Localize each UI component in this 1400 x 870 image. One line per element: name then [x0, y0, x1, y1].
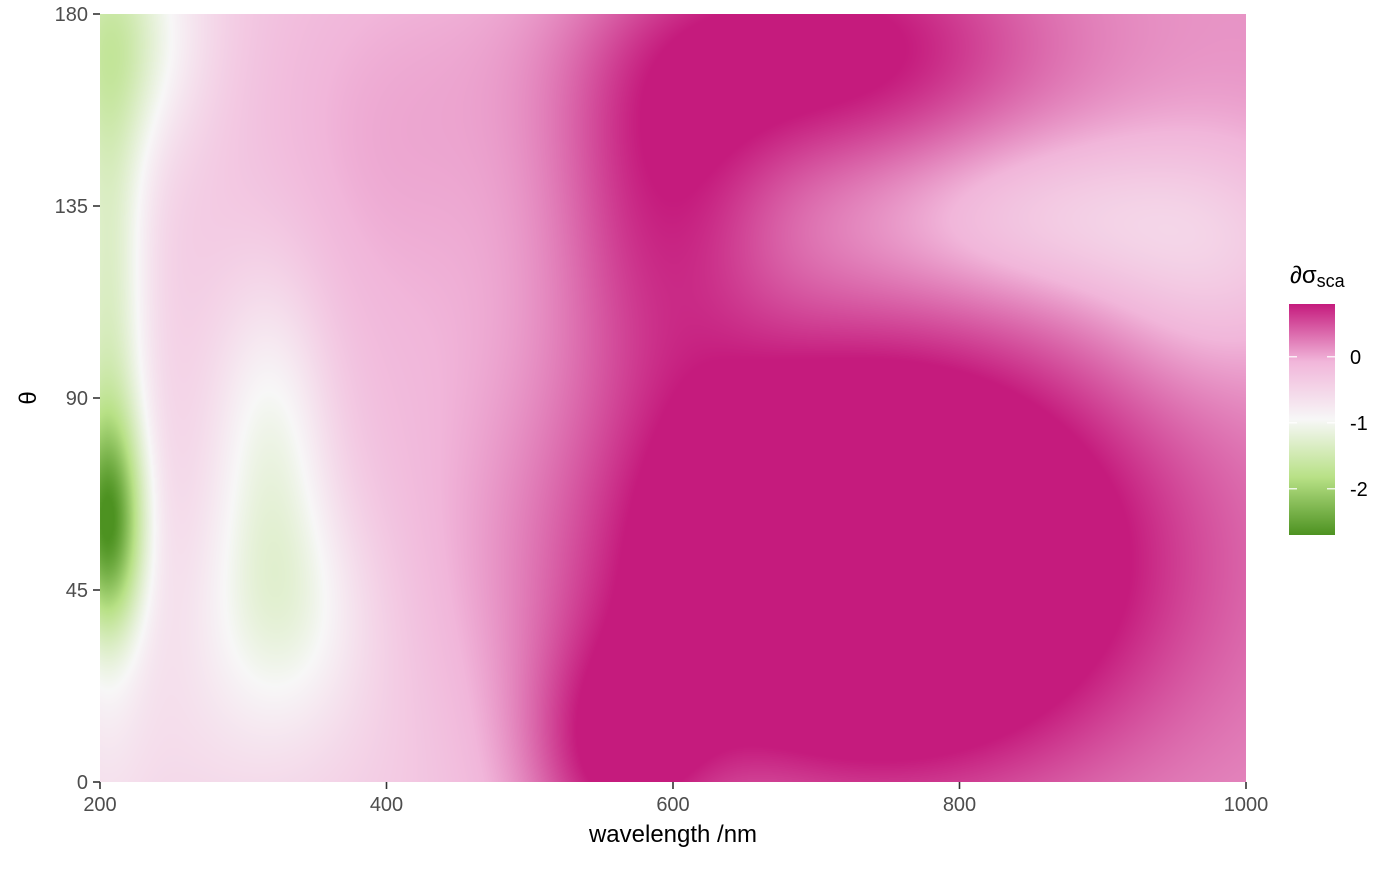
legend-title: ∂σsca — [1290, 262, 1346, 291]
legend-title-sub: sca — [1317, 271, 1346, 291]
legend: ∂σsca 0 -1 -2 — [1289, 262, 1368, 535]
x-tick-label: 200 — [83, 794, 116, 816]
y-tick-label: 135 — [55, 196, 88, 218]
legend-tick-label: -1 — [1350, 413, 1368, 435]
legend-title-main: ∂σ — [1290, 262, 1317, 289]
legend-tick-label: -2 — [1350, 479, 1368, 501]
y-tick-label: 180 — [55, 4, 88, 26]
legend-ticks: 0 -1 -2 — [1289, 347, 1368, 501]
y-axis: 0 45 90 135 180 — [55, 4, 100, 794]
x-tick-label: 1000 — [1224, 794, 1269, 816]
x-axis-title: wavelength /nm — [588, 821, 757, 848]
legend-colorbar — [1289, 304, 1335, 535]
y-tick-label: 0 — [77, 772, 88, 794]
x-tick-label: 800 — [943, 794, 976, 816]
x-tick-label: 400 — [370, 794, 403, 816]
heatmap-area — [100, 14, 1246, 782]
y-tick-label: 45 — [66, 580, 88, 602]
x-tick-label: 600 — [656, 794, 689, 816]
x-axis: 200 400 600 800 1000 — [83, 782, 1268, 816]
legend-tick-label: 0 — [1350, 347, 1361, 369]
y-tick-label: 90 — [66, 388, 88, 410]
y-axis-title: θ — [15, 391, 42, 404]
